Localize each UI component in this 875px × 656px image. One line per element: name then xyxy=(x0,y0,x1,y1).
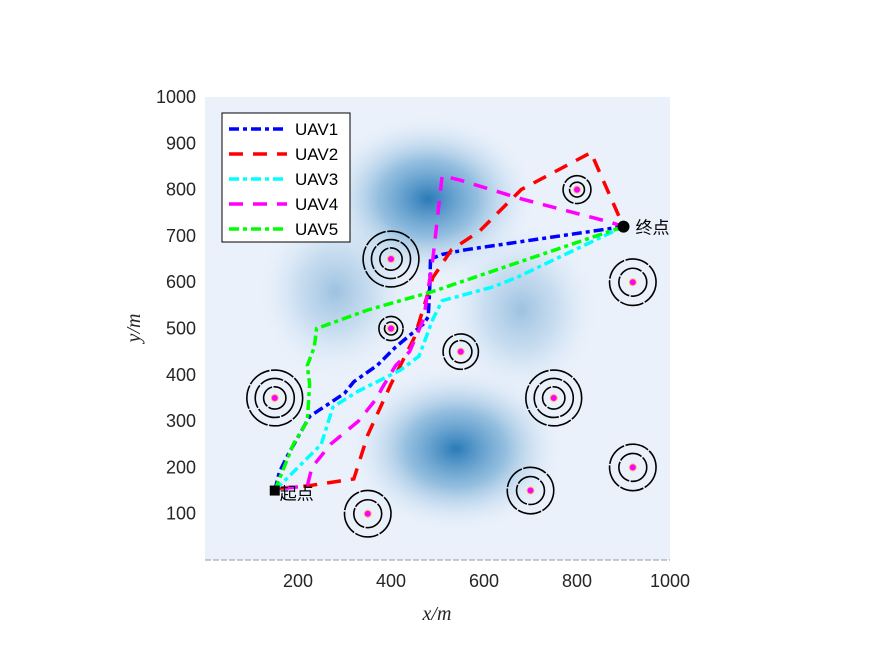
threat-ring xyxy=(352,498,383,529)
x-tick-label: 200 xyxy=(283,571,313,591)
threat-ring xyxy=(262,385,287,410)
threat-ring xyxy=(379,247,403,272)
threat-center xyxy=(387,255,395,264)
threat-ring xyxy=(608,258,657,307)
path-uav3 xyxy=(273,225,625,492)
y-tick-label: 1000 xyxy=(156,87,196,107)
y-tick-label: 800 xyxy=(166,180,196,200)
threat-ring xyxy=(541,385,566,410)
y-tick-label: 900 xyxy=(166,133,196,153)
threat-ring xyxy=(254,377,296,419)
terrain-peak xyxy=(441,219,602,400)
threat-ring xyxy=(383,321,399,336)
threat-ring xyxy=(525,369,583,427)
terrain-layer xyxy=(255,113,602,534)
tick-labels: 200 400 600 800 1000 100 200 300 400 500 600 700 800… xyxy=(156,87,690,591)
threat-center xyxy=(387,324,395,333)
threat-center xyxy=(573,185,581,194)
threat-ring xyxy=(533,377,575,419)
path-uav4 xyxy=(283,173,625,490)
y-tick-label: 100 xyxy=(166,504,196,524)
threat-ring xyxy=(568,181,586,198)
threat-center xyxy=(270,393,279,402)
threat-ring xyxy=(506,466,555,515)
start-label: 起点 xyxy=(280,485,314,504)
x-tick-label: 800 xyxy=(562,571,592,591)
threat-ring xyxy=(246,369,304,427)
path-uav5 xyxy=(273,224,625,492)
legend-label: UAV3 xyxy=(295,170,338,189)
goal-marker xyxy=(617,220,630,233)
y-tick-label: 200 xyxy=(166,457,196,477)
threat-center xyxy=(363,509,372,518)
legend-label: UAV2 xyxy=(295,145,338,164)
y-axis-label: y/m xyxy=(123,314,145,345)
y-tick-label: 300 xyxy=(166,411,196,431)
threat-center xyxy=(456,347,465,356)
threat-ring xyxy=(618,267,648,297)
threat-center xyxy=(628,463,637,472)
start-marker xyxy=(269,485,280,496)
x-tick-label: 400 xyxy=(376,571,406,591)
threat-ring xyxy=(515,475,546,506)
y-tick-label: 500 xyxy=(166,319,196,339)
threat-center xyxy=(526,486,535,495)
x-tick-label: 600 xyxy=(469,571,499,591)
goal-label: 终点 xyxy=(636,219,670,238)
threat-ring xyxy=(442,333,480,371)
legend-label: UAV5 xyxy=(295,220,338,239)
threat-center xyxy=(549,393,558,402)
legend-label: UAV4 xyxy=(295,195,338,214)
markers-layer: 起点 终点 xyxy=(269,219,670,504)
threat-layer xyxy=(246,174,657,538)
threat-ring xyxy=(343,489,392,538)
path-layer xyxy=(273,150,626,492)
legend: UAV1 UAV2 UAV3 UAV4 UAV5 xyxy=(221,112,351,243)
x-tick-label: 1000 xyxy=(650,571,690,591)
threat-ring xyxy=(618,452,648,483)
threat-ring xyxy=(608,443,657,492)
terrain-peak xyxy=(346,363,567,534)
y-tick-label: 400 xyxy=(166,365,196,385)
y-tick-label: 600 xyxy=(166,272,196,292)
threat-ring xyxy=(378,315,404,342)
threat-ring xyxy=(362,230,420,288)
y-tick-label: 700 xyxy=(166,226,196,246)
threat-ring xyxy=(562,174,592,205)
x-axis-label: x/m xyxy=(422,603,452,625)
legend-label: UAV1 xyxy=(295,120,338,139)
threat-ring xyxy=(370,238,412,280)
threat-center xyxy=(628,278,637,287)
threat-ring xyxy=(448,339,473,364)
